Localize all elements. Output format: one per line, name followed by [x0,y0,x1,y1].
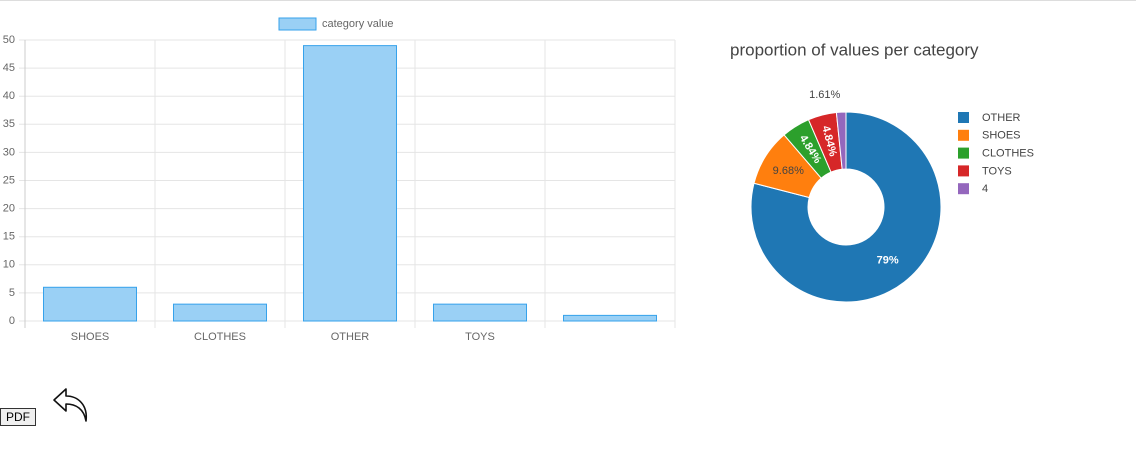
pdf-button[interactable]: PDF [0,408,36,426]
legend-label: CLOTHES [982,148,1034,160]
y-tick-label: 15 [3,231,15,243]
y-tick-label: 45 [3,62,15,74]
y-tick-label: 20 [3,203,15,215]
legend-swatch [958,165,969,177]
bar [303,45,397,322]
legend-label: TOYS [982,165,1012,177]
legend-swatch [958,112,969,123]
legend-label: category value [322,18,394,30]
legend-swatch [278,17,317,31]
legend-swatch [958,147,969,159]
pie-title: proportion of values per category [730,40,979,59]
back-arrow-icon[interactable] [50,387,90,427]
x-tick-label: SHOES [71,331,110,343]
legend-label: 4 [982,183,988,195]
bar [433,303,527,322]
pie-label: 9.68% [773,165,804,177]
legend-swatch [958,129,969,141]
y-tick-label: 25 [3,174,15,186]
bar [563,314,657,322]
y-tick-label: 40 [3,90,15,102]
bar [43,286,137,322]
y-tick-label: 50 [3,34,15,46]
y-tick-label: 5 [9,287,15,299]
pie-slice [750,111,942,303]
y-tick-label: 35 [3,118,15,130]
bar [173,303,267,322]
pie-label: 1.61% [809,89,840,101]
pie-slice [835,111,847,170]
legend-swatch [958,183,969,195]
x-tick-label: OTHER [331,331,370,343]
legend-label: SHOES [982,130,1021,142]
pie-label: 79% [877,255,899,267]
y-tick-label: 0 [9,315,15,327]
x-tick-label: TOYS [465,331,495,343]
x-tick-label: CLOTHES [194,331,246,343]
charts: 0 5 10 15 20 25 30 35 40 45 50 SHOES CLOTHES OTHER TOY… [3,17,1034,343]
legend-label: OTHER [982,112,1021,124]
y-tick-label: 10 [3,259,15,271]
y-tick-label: 30 [3,146,15,158]
